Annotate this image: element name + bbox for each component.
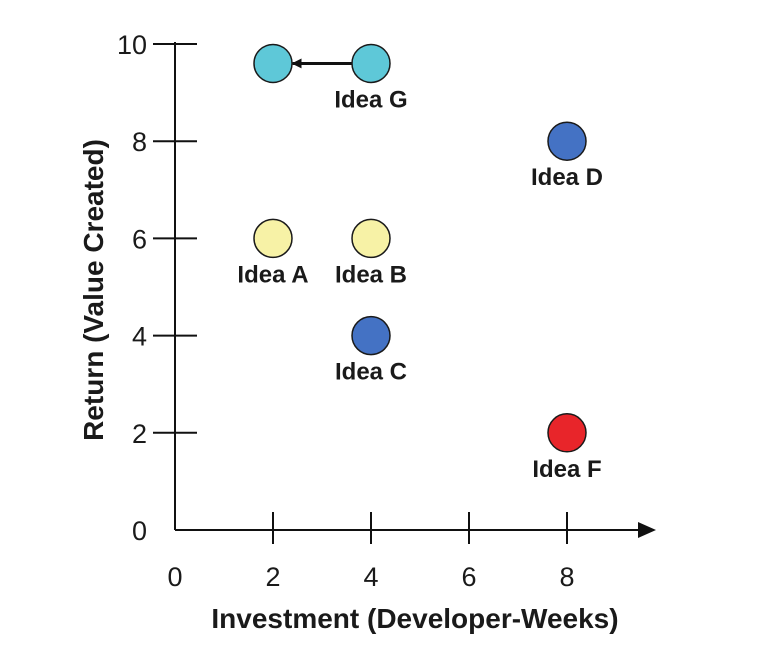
point-label: Idea D bbox=[531, 164, 603, 191]
point-label: Idea F bbox=[532, 456, 601, 483]
data-point bbox=[547, 413, 587, 453]
y-tick-label: 4 bbox=[132, 322, 147, 352]
point-label: Idea G bbox=[334, 86, 407, 113]
data-point bbox=[351, 218, 391, 259]
data-point bbox=[351, 43, 391, 84]
data-point bbox=[253, 43, 293, 84]
x-tick-label: 2 bbox=[265, 562, 280, 592]
y-tick-label: 0 bbox=[132, 516, 147, 546]
y-tick-label: 8 bbox=[132, 127, 147, 157]
y-tick-label: 2 bbox=[132, 419, 147, 449]
tick-marks: 0 2 4 6 8 0 2 4 6 8 10 bbox=[117, 30, 575, 592]
x-tick-label: 6 bbox=[461, 562, 476, 592]
data-point bbox=[547, 121, 587, 161]
x-tick-label: 4 bbox=[363, 562, 378, 592]
point-label: Idea C bbox=[335, 359, 407, 386]
x-tick-label: 8 bbox=[559, 562, 574, 592]
point-label: Idea A bbox=[237, 261, 308, 288]
data-point bbox=[351, 315, 391, 356]
x-axis-title: Investment (Developer-Weeks) bbox=[211, 603, 618, 634]
y-axis-title: Return (Value Created) bbox=[78, 139, 109, 441]
x-tick-label: 0 bbox=[167, 562, 182, 592]
data-point bbox=[253, 218, 293, 259]
point-label: Idea B bbox=[335, 261, 407, 288]
axes bbox=[174, 42, 656, 538]
y-tick-label: 10 bbox=[117, 30, 147, 60]
data-points: Idea A Idea B Idea C Idea D Idea F Idea G bbox=[237, 43, 603, 483]
y-tick-label: 6 bbox=[132, 224, 147, 254]
